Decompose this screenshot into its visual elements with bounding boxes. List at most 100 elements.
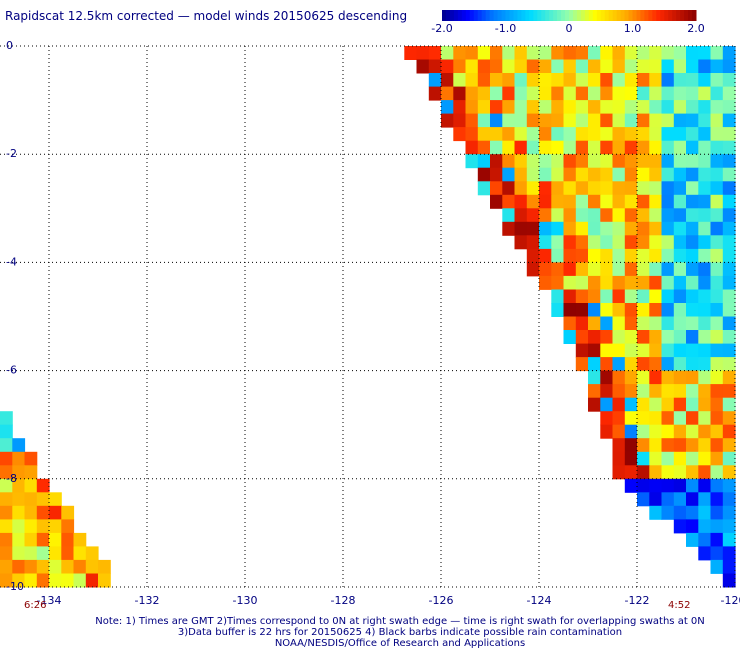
- heatmap-cell-227: [588, 167, 601, 182]
- heatmap-cell-180: [539, 140, 552, 155]
- heatmap-cell-104: [453, 100, 467, 115]
- heatmap-cell-215: [698, 154, 712, 169]
- heatmap-cell-367: [698, 262, 712, 277]
- heatmap-cell-579: [24, 478, 38, 493]
- heatmap-cell-598: [698, 505, 712, 520]
- heatmap-cell-551: [722, 451, 736, 466]
- heatmap-cell-435: [624, 330, 638, 344]
- heatmap-cell-523: [661, 424, 675, 439]
- colorbar-segment-18: [513, 10, 518, 21]
- colorbar-tick-label-3: 1.0: [624, 22, 642, 35]
- heatmap-cell-33: [490, 59, 503, 74]
- heatmap-cell-405: [600, 303, 614, 317]
- heatmap-cell-645: [36, 559, 50, 574]
- heatmap-cell-589: [0, 492, 13, 507]
- note-line-2: 3)Data buffer is 22 hrs for 20150625 4) …: [177, 627, 623, 638]
- heatmap-cell-90: [575, 86, 589, 101]
- colorbar-segment-21: [525, 10, 530, 21]
- heatmap-cell-650: [98, 559, 111, 574]
- heatmap-cell-136: [551, 113, 565, 128]
- heatmap-cell-413: [698, 303, 712, 317]
- x-tick-label-4: -126: [429, 594, 454, 607]
- heatmap-cell-557: [637, 465, 650, 480]
- heatmap-cell-308: [612, 221, 626, 236]
- heatmap-cell-37: [539, 59, 552, 74]
- heatmap-cell-482: [588, 384, 601, 399]
- heatmap-cell-509: [637, 411, 650, 426]
- heatmap-cell-312: [661, 221, 675, 236]
- heatmap-cell-175: [477, 140, 491, 155]
- heatmap-cell-511: [661, 411, 675, 426]
- heatmap-cell-251: [624, 181, 638, 196]
- heatmap-cell-429: [722, 316, 736, 331]
- heatmap-cell-250: [612, 181, 626, 196]
- heatmap-cell-409: [649, 303, 663, 317]
- heatmap-cell-604: [36, 505, 50, 520]
- heatmap-cell-253: [649, 181, 663, 196]
- heatmap-cell-614: [24, 519, 38, 534]
- heatmap-cell-616: [49, 519, 62, 534]
- heatmap-cell-472: [612, 370, 626, 385]
- heatmap-cell-71: [649, 73, 663, 87]
- heatmap-cell-422: [637, 316, 650, 331]
- heatmap-cell-127: [441, 113, 454, 128]
- heatmap-cell-173: [722, 127, 736, 142]
- heatmap-cell-428: [710, 316, 724, 331]
- colorbar-segment-5: [461, 10, 467, 21]
- heatmap-cell-6: [477, 46, 491, 60]
- heatmap-cell-7: [490, 46, 503, 60]
- colorbar-segment-11: [485, 10, 491, 21]
- heatmap-cell-256: [686, 181, 699, 196]
- heatmap-cell-304: [563, 221, 577, 236]
- heatmap-cell-660: [98, 573, 111, 588]
- heatmap-cell-288: [600, 208, 614, 223]
- heatmap-cell-365: [673, 262, 687, 277]
- heatmap-cell-627: [61, 532, 75, 547]
- heatmap-cell-528: [722, 424, 736, 439]
- heatmap-cell-364: [661, 262, 675, 277]
- heatmap-cell-116: [600, 100, 614, 115]
- colorbar-segment-14: [497, 10, 503, 21]
- colorbar-segment-4: [457, 10, 463, 21]
- heatmap-cell-60: [514, 73, 528, 87]
- heatmap-cell-297: [710, 208, 724, 223]
- heatmap-cell-70: [637, 73, 650, 87]
- heatmap-cell-394: [649, 289, 663, 304]
- heatmap-cell-273: [649, 194, 663, 209]
- heatmap-cell-83: [490, 86, 503, 101]
- heatmap-cell-631: [722, 546, 736, 561]
- heatmap-cell-505: [722, 397, 736, 412]
- colorbar-segment-45: [620, 10, 626, 21]
- heatmap-cell-217: [722, 154, 736, 169]
- colorbar-segment-63: [692, 10, 697, 21]
- heatmap-cell-261: [502, 194, 516, 209]
- heatmap-cell-206: [588, 154, 601, 169]
- heatmap-cell-623: [12, 532, 26, 547]
- x-tick-label-2: -130: [233, 594, 258, 607]
- heatmap-cell-502: [686, 397, 699, 412]
- heatmap-cell-20: [649, 46, 663, 60]
- heatmap-cell-501: [673, 397, 687, 412]
- heatmap-cell-352: [722, 248, 736, 263]
- note-line-1: Note: 1) Times are GMT 2)Times correspon…: [95, 616, 705, 627]
- heatmap-cell-459: [600, 357, 614, 372]
- heatmap-cell-395: [661, 289, 675, 304]
- heatmap-cell-439: [673, 330, 687, 344]
- heatmap-cell-307: [600, 221, 614, 236]
- colorbar-segment-50: [640, 10, 645, 21]
- heatmap-cell-636: [49, 546, 62, 561]
- heatmap-cell-549: [698, 451, 712, 466]
- heatmap-cell-357: [575, 262, 589, 277]
- heatmap-cell-204: [563, 154, 577, 169]
- heatmap-cell-271: [624, 194, 638, 209]
- heatmap-cell-36: [526, 59, 540, 74]
- colorbar-segment-6: [465, 10, 471, 21]
- colorbar-segment-16: [505, 10, 510, 21]
- heatmap-cell-402: [563, 303, 577, 317]
- heatmap-cell-355: [551, 262, 565, 277]
- heatmap-cell-378: [637, 275, 650, 290]
- heatmap-cell-46: [649, 59, 663, 74]
- heatmap-cell-461: [624, 357, 638, 372]
- heatmap-cell-42: [600, 59, 614, 74]
- heatmap-cell-322: [563, 235, 577, 250]
